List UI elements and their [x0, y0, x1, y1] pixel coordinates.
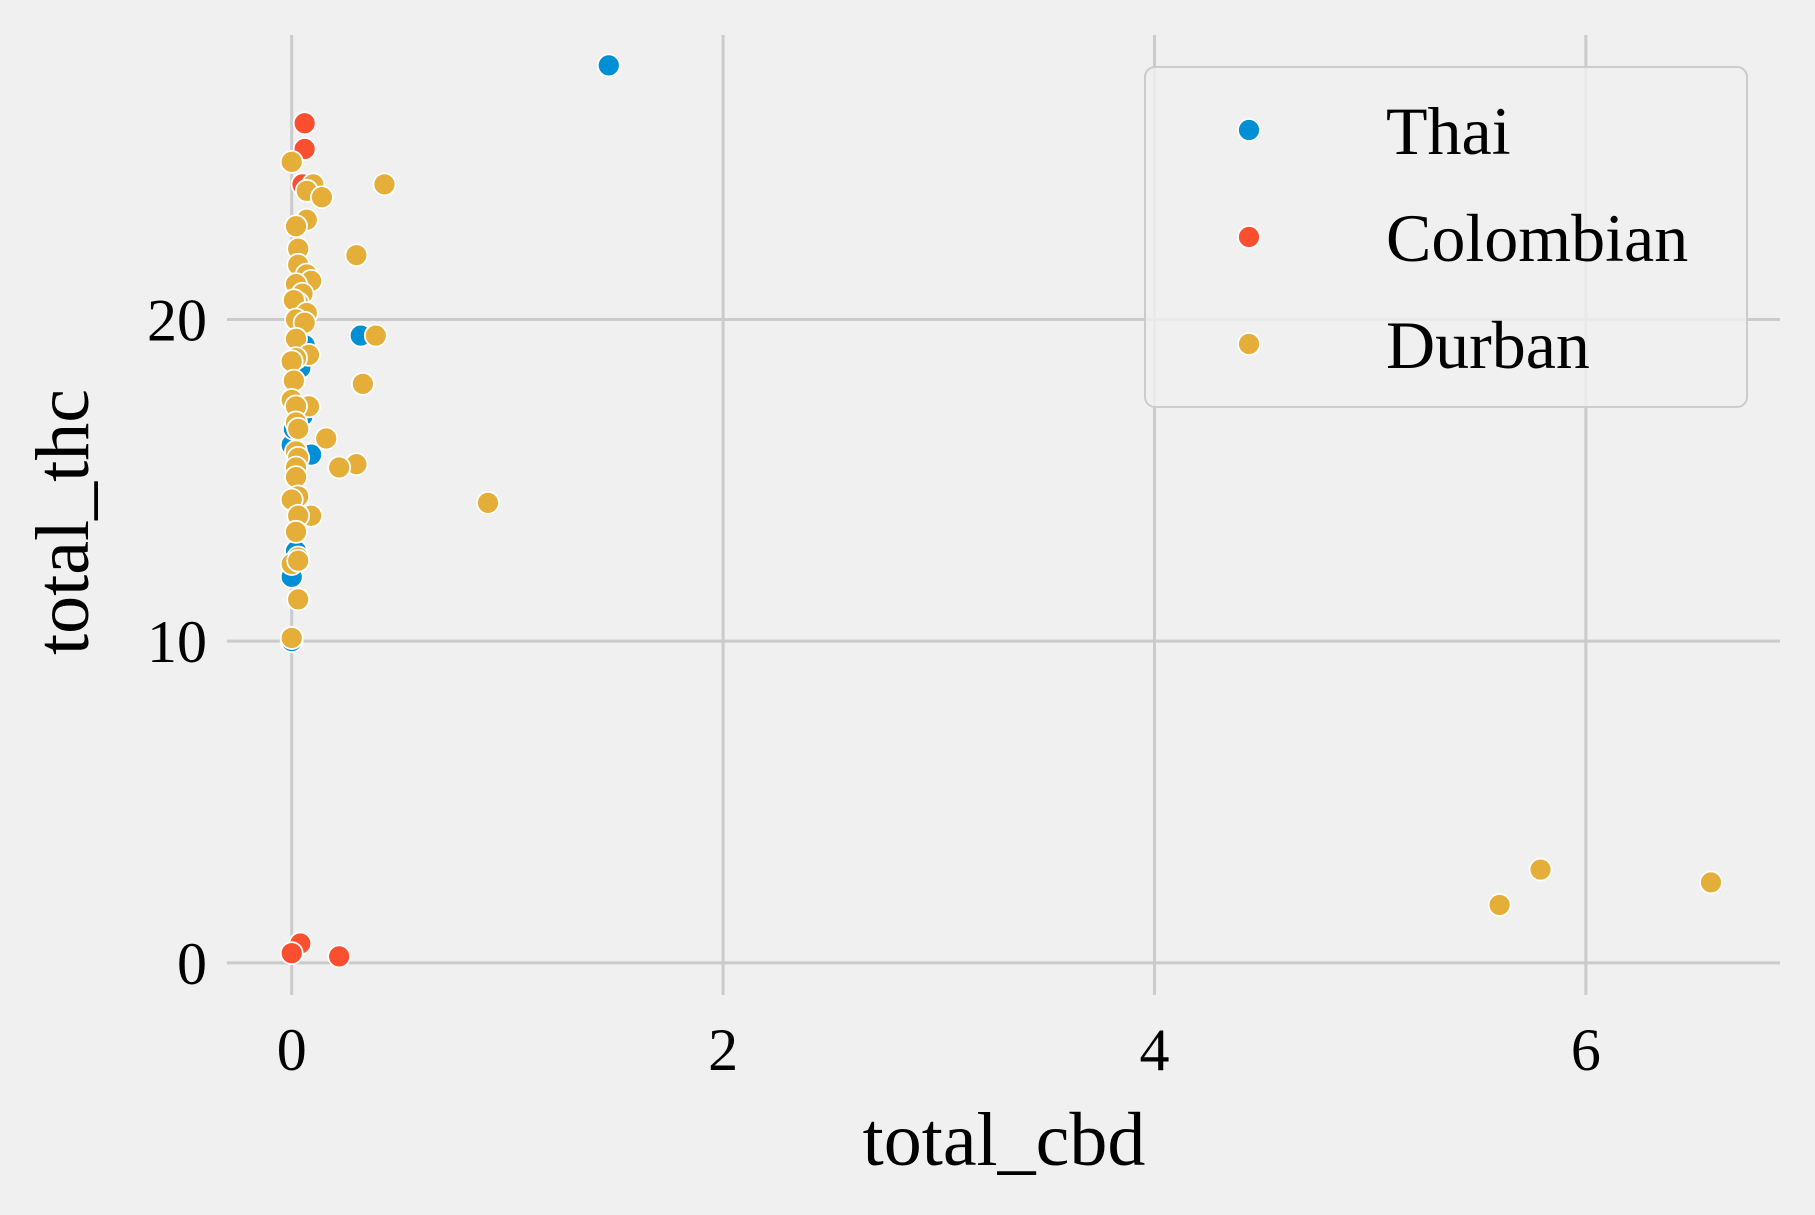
data-point — [596, 53, 621, 78]
data-point — [286, 416, 311, 441]
y-tick-label: 10 — [147, 609, 207, 675]
data-points — [279, 53, 1723, 969]
data-point — [1487, 893, 1512, 917]
legend-label: Thai — [1386, 93, 1511, 169]
data-point — [350, 371, 375, 396]
x-tick-label: 4 — [1139, 1017, 1169, 1083]
data-point — [363, 323, 388, 348]
data-point — [1528, 857, 1553, 882]
legend-marker — [1237, 225, 1261, 249]
legend-marker — [1237, 118, 1261, 142]
series-durban — [279, 149, 1723, 917]
legend-label: Colombian — [1386, 200, 1688, 276]
data-point — [1699, 870, 1723, 895]
data-point — [327, 944, 352, 969]
legend-label: Durban — [1386, 307, 1590, 383]
x-axis-title: total_cbd — [863, 1098, 1146, 1182]
legend: Thai Colombian Durban — [1144, 66, 1748, 408]
data-point — [279, 941, 304, 966]
data-point — [284, 519, 308, 544]
data-point — [279, 626, 304, 650]
data-point — [310, 185, 334, 210]
x-tick-label: 2 — [708, 1017, 738, 1083]
data-point — [372, 172, 397, 197]
data-point — [476, 490, 500, 515]
tick-labels: 0 2 4 6 0 10 20 — [147, 288, 1601, 1084]
legend-frame — [1144, 66, 1748, 408]
data-point — [279, 149, 304, 174]
y-axis-title: total_thc — [21, 389, 105, 655]
x-tick-label: 0 — [277, 1017, 307, 1083]
y-tick-label: 20 — [147, 288, 207, 354]
data-point — [286, 587, 311, 612]
x-tick-label: 6 — [1571, 1017, 1601, 1083]
data-point — [292, 111, 317, 136]
data-point — [286, 548, 311, 573]
y-tick-label: 0 — [177, 931, 207, 997]
data-point — [344, 243, 369, 268]
data-point — [284, 214, 308, 239]
data-point — [327, 455, 352, 480]
data-point — [314, 426, 339, 451]
legend-marker — [1237, 332, 1261, 356]
